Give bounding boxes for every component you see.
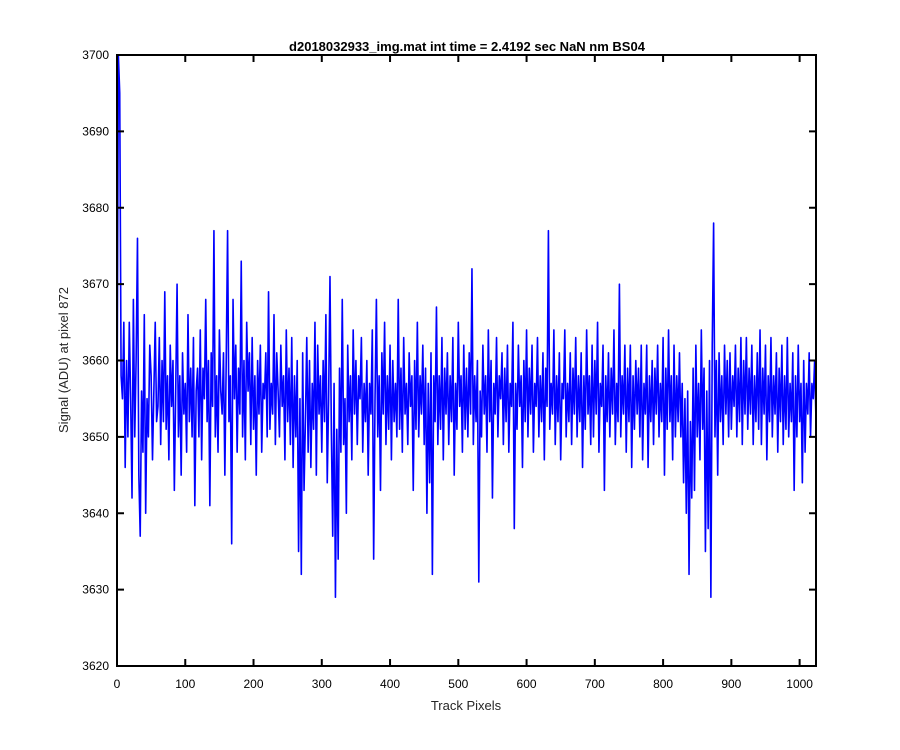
y-tick-label: 3640 [82, 506, 109, 520]
x-tick-label: 1000 [786, 677, 813, 691]
chart-title: d2018032933_img.mat int time = 2.4192 se… [289, 39, 646, 54]
y-axis-label: Signal (ADU) at pixel 872 [56, 287, 71, 433]
x-tick-label: 800 [653, 677, 673, 691]
x-tick-label: 300 [312, 677, 332, 691]
y-tick-label: 3690 [82, 124, 109, 138]
y-tick-label: 3620 [82, 659, 109, 673]
plot-frame [116, 54, 817, 667]
x-tick-label: 900 [721, 677, 741, 691]
series-line-0 [116, 54, 817, 599]
y-tick-label: 3670 [82, 277, 109, 291]
x-axis-label: Track Pixels [431, 698, 502, 713]
y-tick-label: 3660 [82, 354, 109, 368]
x-tick-label: 500 [448, 677, 468, 691]
x-tick-label: 100 [175, 677, 195, 691]
y-tick-label: 3700 [82, 48, 109, 62]
x-tick-label: 0 [114, 677, 121, 691]
x-tick-label: 200 [244, 677, 264, 691]
x-tick-label: 700 [585, 677, 605, 691]
x-tick-label: 600 [517, 677, 537, 691]
data-layer [116, 54, 817, 599]
tick-layer: 0 100 200 300 400 500 600 700 800 900 1000 3620 3630… [82, 48, 816, 691]
y-tick-label: 3680 [82, 201, 109, 215]
y-tick-label: 3650 [82, 430, 109, 444]
x-tick-label: 400 [380, 677, 400, 691]
y-tick-label: 3630 [82, 583, 109, 597]
